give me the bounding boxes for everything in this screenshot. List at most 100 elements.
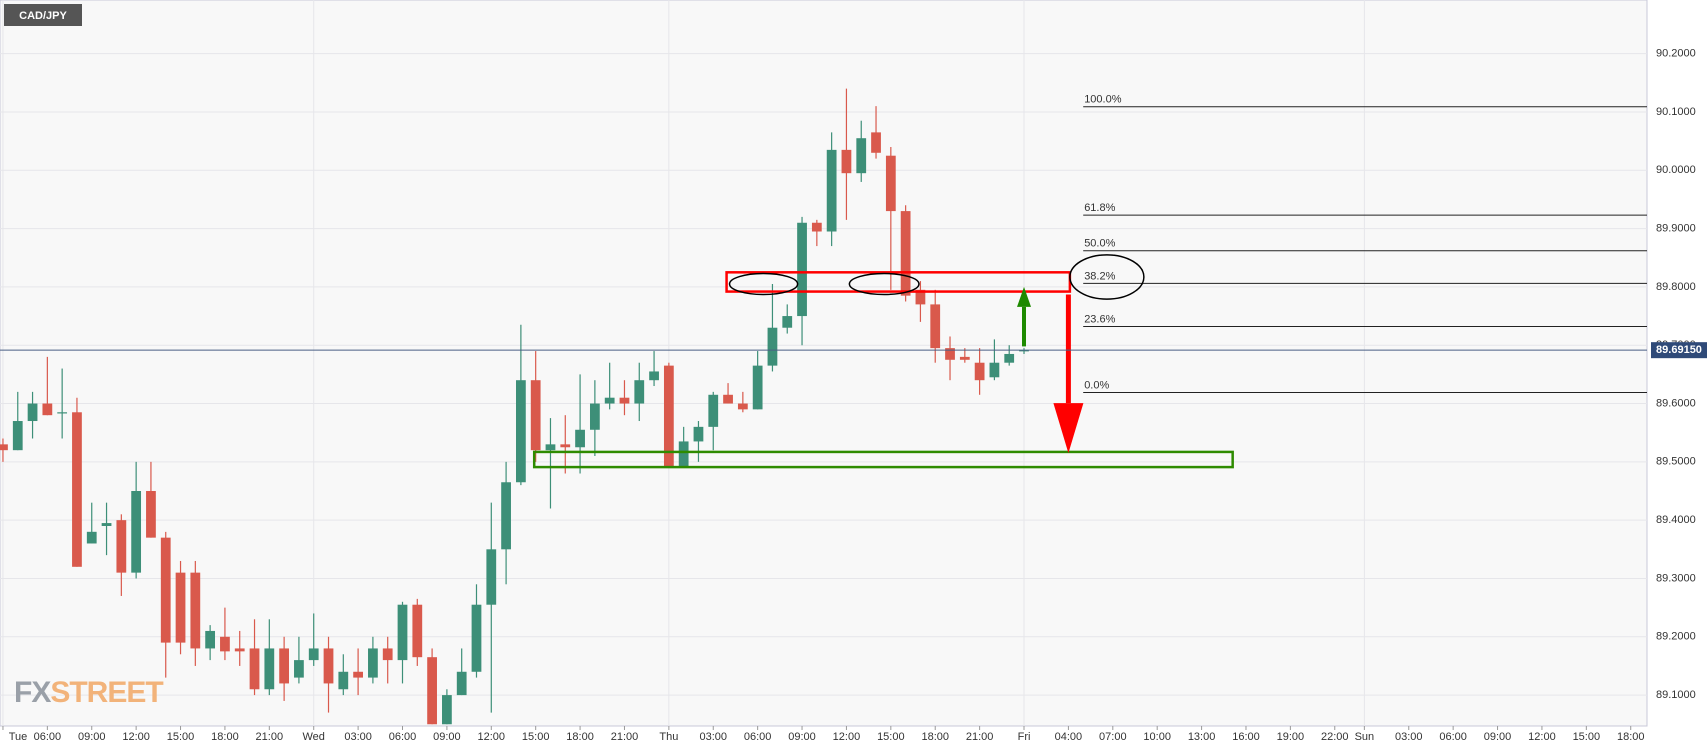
candle-body (811, 222, 822, 232)
y-tick-label: 89.2000 (1656, 631, 1696, 643)
arrow-head (1017, 286, 1032, 307)
x-tick-label: 15:00 (167, 731, 195, 743)
x-tick-label: 21:00 (611, 731, 639, 743)
candle-body (57, 412, 68, 414)
candle-body (693, 426, 704, 442)
x-tick-label: 16:00 (1232, 731, 1260, 743)
watermark: FXSTREET (14, 676, 163, 709)
x-tick-label: 09:00 (433, 731, 461, 743)
x-tick-label: 03:00 (344, 731, 372, 743)
y-tick-label: 89.9000 (1656, 222, 1696, 234)
candle-body (131, 490, 142, 573)
y-tick-label: 89.1000 (1656, 689, 1696, 701)
candle-body (42, 403, 53, 416)
zone-box (725, 271, 1072, 293)
symbol-badge (4, 4, 82, 26)
candle-body (708, 394, 719, 427)
y-tick-label: 90.2000 (1656, 48, 1696, 60)
candle-body (604, 397, 615, 404)
candle-body (264, 648, 275, 690)
y-tick-label: 89.5000 (1656, 456, 1696, 468)
candle-body (72, 412, 82, 567)
candle-body (323, 648, 334, 684)
watermark-fx: FX (14, 676, 51, 709)
x-tick-label: 12:00 (833, 731, 861, 743)
arrow (1053, 294, 1084, 454)
candle-body (397, 604, 408, 661)
candle-body (545, 444, 556, 451)
x-tick-label: 09:00 (78, 731, 106, 743)
x-tick-label: 07:00 (1099, 731, 1127, 743)
fib-label: 61.8% (1084, 202, 1115, 214)
x-tick-label: 03:00 (1395, 731, 1423, 743)
candle-body (826, 149, 837, 232)
candle-body (974, 362, 985, 381)
candle-body (412, 604, 423, 658)
x-tick-label: 12:00 (478, 731, 506, 743)
x-tick-label: 12:00 (1528, 731, 1556, 743)
x-tick-label: Sun (1355, 731, 1375, 743)
fib-label: 50.0% (1084, 238, 1115, 250)
candle-body (797, 222, 807, 317)
candle-body (871, 132, 881, 153)
x-tick-label: 18:00 (1617, 731, 1645, 743)
x-tick-label: 06:00 (1439, 731, 1467, 743)
x-tick-label: 15:00 (1573, 731, 1601, 743)
candle-body (294, 660, 304, 678)
x-tick-label: Wed (303, 731, 325, 743)
y-tick-label: 89.4000 (1656, 514, 1696, 526)
x-tick-label: 06:00 (34, 731, 62, 743)
candle-body (782, 316, 793, 328)
symbol: CAD/JPY (19, 10, 67, 22)
arrow-head (1053, 403, 1084, 454)
candle-body (27, 403, 38, 422)
highlight-ellipse (848, 272, 920, 296)
x-tick-label: 21:00 (256, 731, 284, 743)
candle-body (663, 365, 674, 468)
x-tick-label: 13:00 (1188, 731, 1216, 743)
arrow (1017, 286, 1032, 347)
candle-body (0, 444, 8, 451)
x-tick-label: 18:00 (566, 731, 594, 743)
candle-body (427, 657, 437, 725)
candle-body (900, 211, 911, 296)
candle-body (737, 403, 748, 410)
x-tick-label: 06:00 (389, 731, 417, 743)
candle-body (649, 371, 659, 381)
x-tick-label: 18:00 (921, 731, 949, 743)
grid (0, 0, 1647, 726)
candle-body (101, 523, 112, 526)
candle-body (205, 630, 216, 649)
candle-body (915, 289, 926, 305)
x-tick-label: 03:00 (699, 731, 727, 743)
x-tick-label: 15:00 (877, 731, 905, 743)
candle-body (619, 397, 630, 404)
y-tick-label: 89.6000 (1656, 397, 1696, 409)
x-tick-label: 09:00 (1484, 731, 1512, 743)
candle-body (841, 149, 852, 174)
y-tick-label: 89.3000 (1656, 572, 1696, 584)
candle-body (146, 490, 156, 538)
candle-body (530, 380, 541, 451)
candle-body (86, 531, 97, 544)
axes: 89.1000 89.2000 89.3000 89.4000 89.5000 89.60… (2, 48, 1707, 743)
x-tick-label: 19:00 (1277, 731, 1305, 743)
candle-body (175, 572, 186, 643)
candle-body (353, 671, 363, 678)
candle-body (116, 520, 127, 573)
zone-box (532, 450, 1234, 469)
candle-body (486, 549, 497, 605)
candle-body (279, 648, 290, 684)
candle-body (456, 671, 467, 696)
candle-body (516, 380, 526, 483)
candle-body (752, 365, 763, 410)
candle-body (678, 441, 689, 468)
x-tick-label: 22:00 (1321, 731, 1349, 743)
x-tick-label: Thu (659, 731, 678, 743)
fib-label: 100.0% (1084, 94, 1122, 106)
fib-label: 0.0% (1084, 379, 1109, 391)
x-tick-label: 21:00 (966, 731, 994, 743)
candle-body (723, 394, 733, 404)
plot: 100.0% 61.8% 50.0% 38.2% 23.6% 0.0% (0, 88, 1647, 725)
